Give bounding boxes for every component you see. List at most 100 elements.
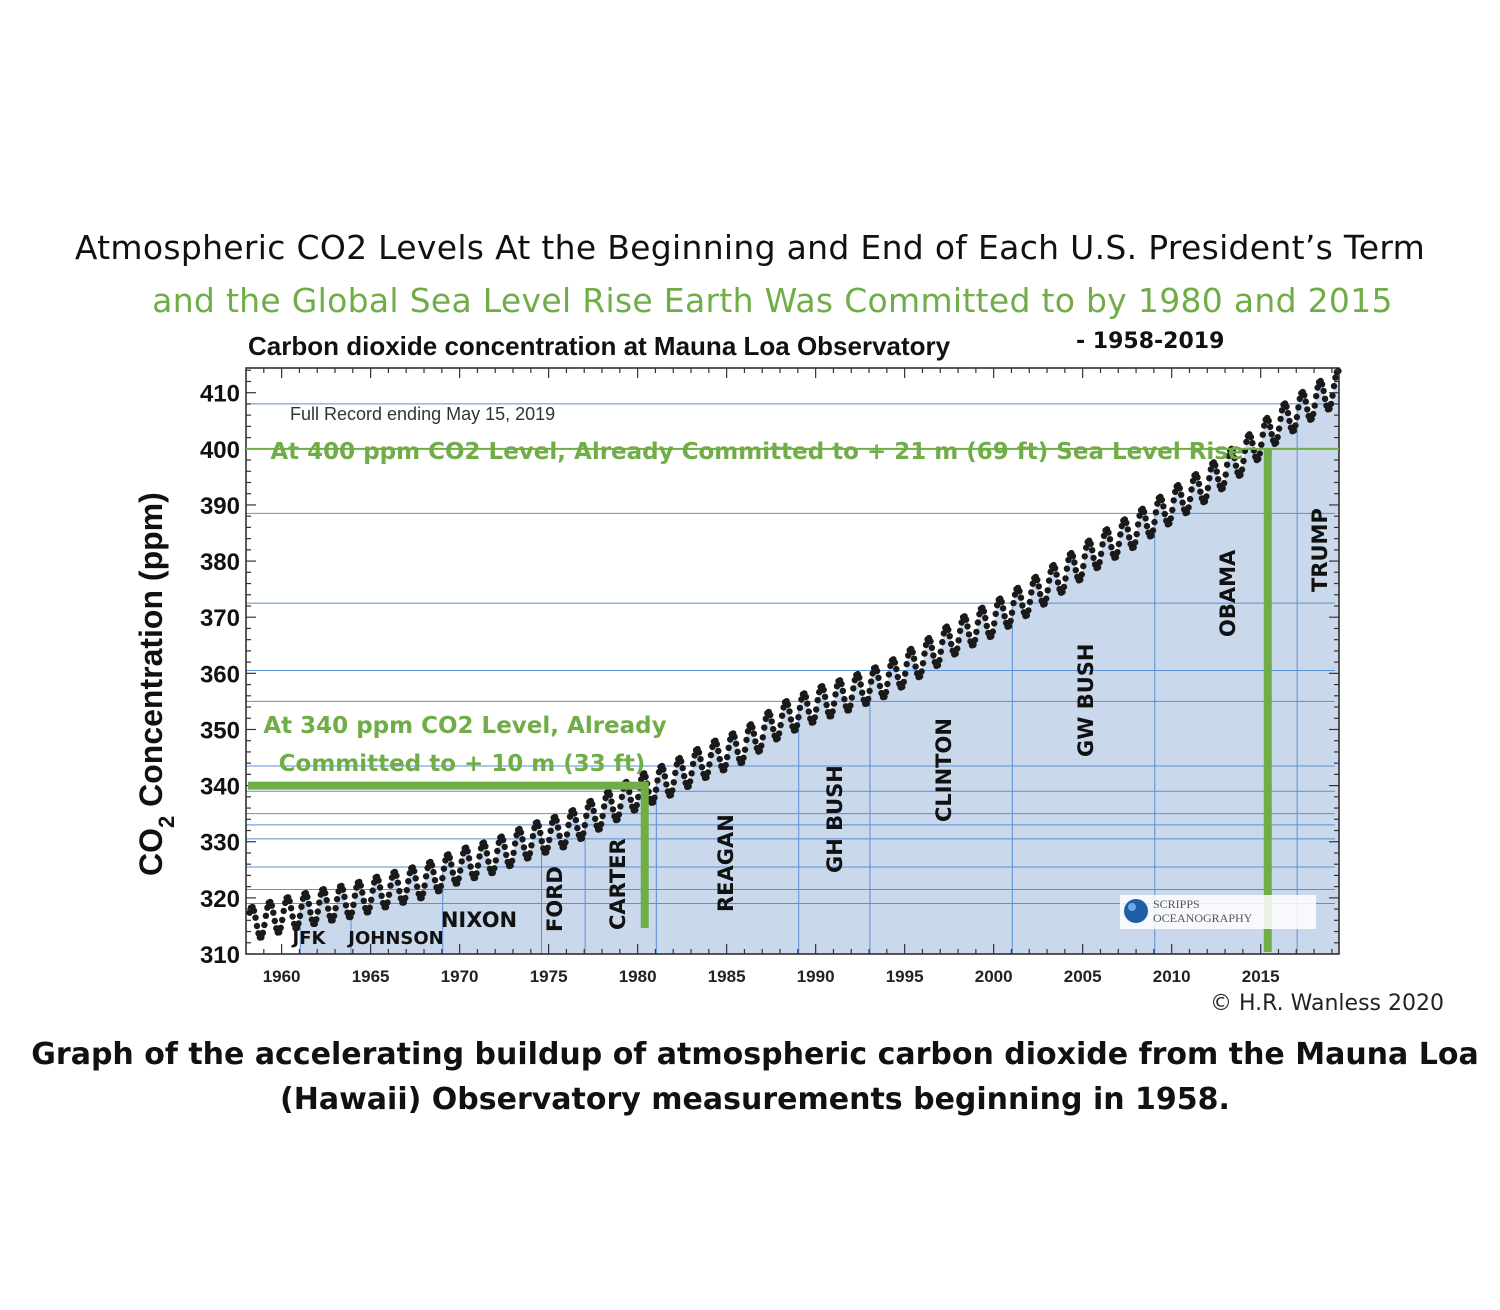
- data-point: [608, 798, 615, 805]
- co2-measurement-points: [246, 367, 1342, 941]
- data-point: [1183, 509, 1191, 516]
- data-point: [465, 855, 473, 862]
- data-point: [1223, 461, 1231, 468]
- data-point: [731, 733, 738, 741]
- data-point: [394, 879, 402, 886]
- data-point: [952, 650, 959, 657]
- data-point: [1194, 474, 1201, 481]
- data-point: [669, 787, 676, 794]
- chart-title-line1: Atmospheric CO2 Levels At the Beginning …: [74, 228, 1426, 267]
- data-point: [1225, 452, 1232, 460]
- data-point: [592, 815, 599, 822]
- data-point: [1077, 576, 1084, 583]
- data-point: [517, 829, 525, 836]
- data-point: [1274, 434, 1281, 441]
- data-point: [1170, 497, 1177, 504]
- data-point: [1158, 496, 1166, 504]
- data-point: [1258, 441, 1265, 448]
- data-point: [1142, 515, 1149, 522]
- data-point: [740, 754, 747, 761]
- data-point: [899, 683, 906, 691]
- data-point: [314, 908, 321, 915]
- data-point: [832, 691, 839, 698]
- data-point: [305, 900, 313, 908]
- data-point: [903, 660, 910, 668]
- data-point: [1302, 398, 1310, 405]
- term-level-lines: [246, 403, 1335, 904]
- y-tick-label: 370: [200, 605, 240, 632]
- data-point: [467, 863, 474, 870]
- president-label-obama: OBAMA: [1216, 549, 1240, 637]
- data-point: [1229, 448, 1237, 455]
- data-point: [546, 836, 553, 844]
- data-point: [724, 753, 731, 761]
- caption-line1: Graph of the accelerating buildup of atm…: [31, 1037, 1479, 1072]
- president-label-johnson: JOHNSON: [346, 928, 443, 949]
- data-point: [322, 889, 329, 897]
- data-point: [856, 674, 863, 681]
- data-point: [974, 619, 982, 626]
- data-point: [681, 772, 688, 780]
- data-point: [351, 892, 359, 899]
- data-point: [357, 882, 364, 889]
- data-point: [756, 747, 764, 755]
- data-point: [448, 861, 455, 868]
- data-point: [414, 883, 421, 890]
- data-point: [999, 605, 1007, 612]
- data-point: [721, 766, 728, 774]
- data-point: [1062, 575, 1069, 582]
- data-point: [1243, 438, 1250, 446]
- data-point: [1007, 617, 1014, 625]
- data-point: [734, 748, 741, 755]
- data-point: [1296, 395, 1304, 402]
- data-point: [262, 912, 270, 919]
- data-point: [795, 714, 802, 721]
- data-point: [1099, 541, 1106, 548]
- president-label-reagan: REAGAN: [714, 814, 738, 912]
- y-tick-label: 400: [200, 437, 240, 464]
- data-point: [850, 685, 857, 692]
- data-point: [813, 706, 820, 713]
- y-tick-label: 340: [200, 774, 240, 801]
- data-point: [936, 656, 943, 664]
- data-point: [912, 663, 919, 670]
- copyright-text: © H.R. Wanless 2020: [1210, 991, 1444, 1016]
- data-point: [597, 821, 605, 828]
- data-point: [867, 678, 875, 685]
- data-point: [956, 627, 964, 635]
- data-point: [695, 749, 703, 756]
- figure-caption: Graph of the accelerating buildup of atm…: [0, 1032, 1500, 1122]
- data-point: [811, 714, 818, 721]
- data-point: [1178, 491, 1185, 498]
- data-point: [589, 801, 596, 808]
- x-tick-label: 1960: [263, 967, 301, 986]
- data-point: [793, 722, 801, 729]
- data-point: [930, 652, 937, 659]
- data-point: [741, 746, 749, 753]
- data-point: [848, 694, 855, 701]
- data-point: [707, 751, 715, 759]
- data-point: [633, 801, 640, 809]
- data-point: [1008, 609, 1016, 616]
- x-tick-label: 1990: [797, 967, 835, 986]
- data-point: [1261, 422, 1268, 429]
- data-point: [600, 803, 608, 810]
- x-axis-tick-labels: 1960 1965 1970 1975 1980 1985 1990 1995 2000 2005…: [263, 967, 1280, 986]
- y-tick-label: 360: [200, 661, 240, 688]
- data-point: [805, 708, 812, 715]
- data-point: [1320, 387, 1327, 395]
- data-point: [1017, 594, 1025, 601]
- data-point: [261, 921, 268, 929]
- data-point: [796, 704, 804, 712]
- data-point: [916, 673, 924, 680]
- data-point: [894, 673, 901, 681]
- annotation-400ppm: At 400 ppm CO2 Level, Already Committed …: [270, 439, 1243, 465]
- data-point: [253, 922, 261, 930]
- data-point: [738, 759, 746, 766]
- data-point: [250, 907, 258, 914]
- data-point: [1206, 475, 1213, 482]
- data-point: [476, 853, 483, 860]
- data-point: [1045, 577, 1053, 584]
- data-point: [939, 638, 946, 646]
- data-point: [325, 905, 332, 912]
